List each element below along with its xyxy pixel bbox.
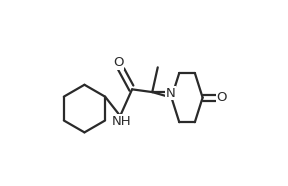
Text: O: O [113,56,124,69]
Text: NH: NH [111,115,131,128]
Text: N: N [166,86,175,100]
Text: O: O [217,91,227,104]
